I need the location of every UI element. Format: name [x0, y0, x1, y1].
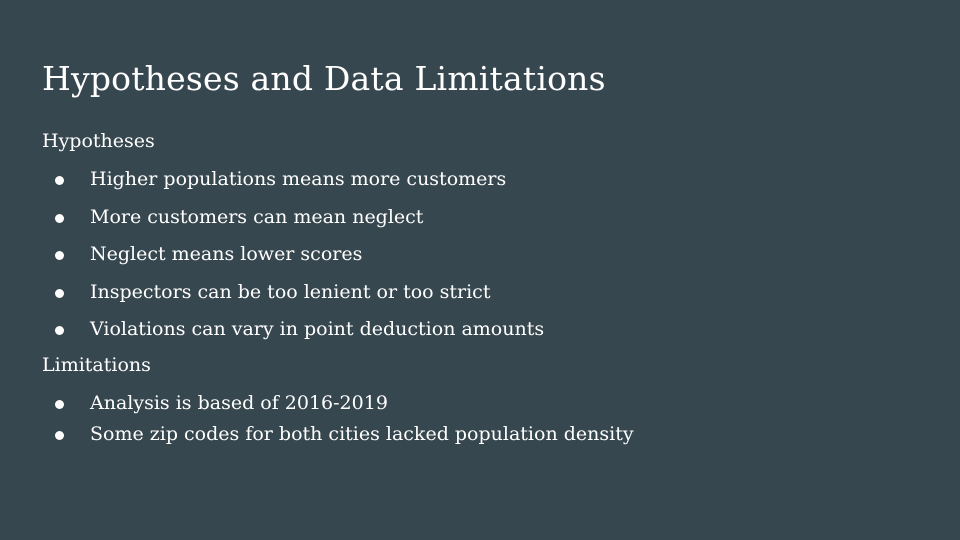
bullet-text: Neglect means lower scores: [90, 243, 363, 265]
list-item: Some zip codes for both cities lacked po…: [0, 421, 634, 452]
bullet-text: More customers can mean neglect: [90, 205, 424, 228]
list-item: Inspectors can be too lenient or too str…: [0, 279, 544, 317]
list-item: Violations can vary in point deduction a…: [0, 316, 544, 354]
section-heading-hypotheses: Hypotheses: [42, 130, 155, 152]
list-item: Neglect means lower scores: [0, 241, 544, 279]
list-item: Analysis is based of 2016-2019: [0, 390, 634, 421]
bullet-icon: [55, 400, 64, 409]
hypotheses-list: Higher populations means more customers …: [0, 166, 544, 354]
bullet-icon: [55, 431, 64, 440]
bullet-icon: [55, 251, 64, 260]
bullet-icon: [55, 326, 64, 335]
limitations-list: Analysis is based of 2016-2019 Some zip …: [0, 390, 634, 452]
bullet-icon: [55, 176, 64, 185]
bullet-text: Analysis is based of 2016-2019: [90, 392, 388, 414]
bullet-text: Some zip codes for both cities lacked po…: [90, 423, 634, 445]
bullet-icon: [55, 288, 64, 298]
bullet-text: Violations can vary in point deduction a…: [90, 318, 545, 340]
bullet-text: Inspectors can be too lenient or too str…: [90, 280, 491, 303]
bullet-text: Higher populations means more customers: [90, 168, 507, 190]
list-item: More customers can mean neglect: [0, 204, 544, 242]
bullet-icon: [55, 213, 64, 223]
slide-title: Hypotheses and Data Limitations: [42, 59, 606, 98]
section-heading-limitations: Limitations: [42, 354, 151, 376]
list-item: Higher populations means more customers: [0, 166, 544, 204]
